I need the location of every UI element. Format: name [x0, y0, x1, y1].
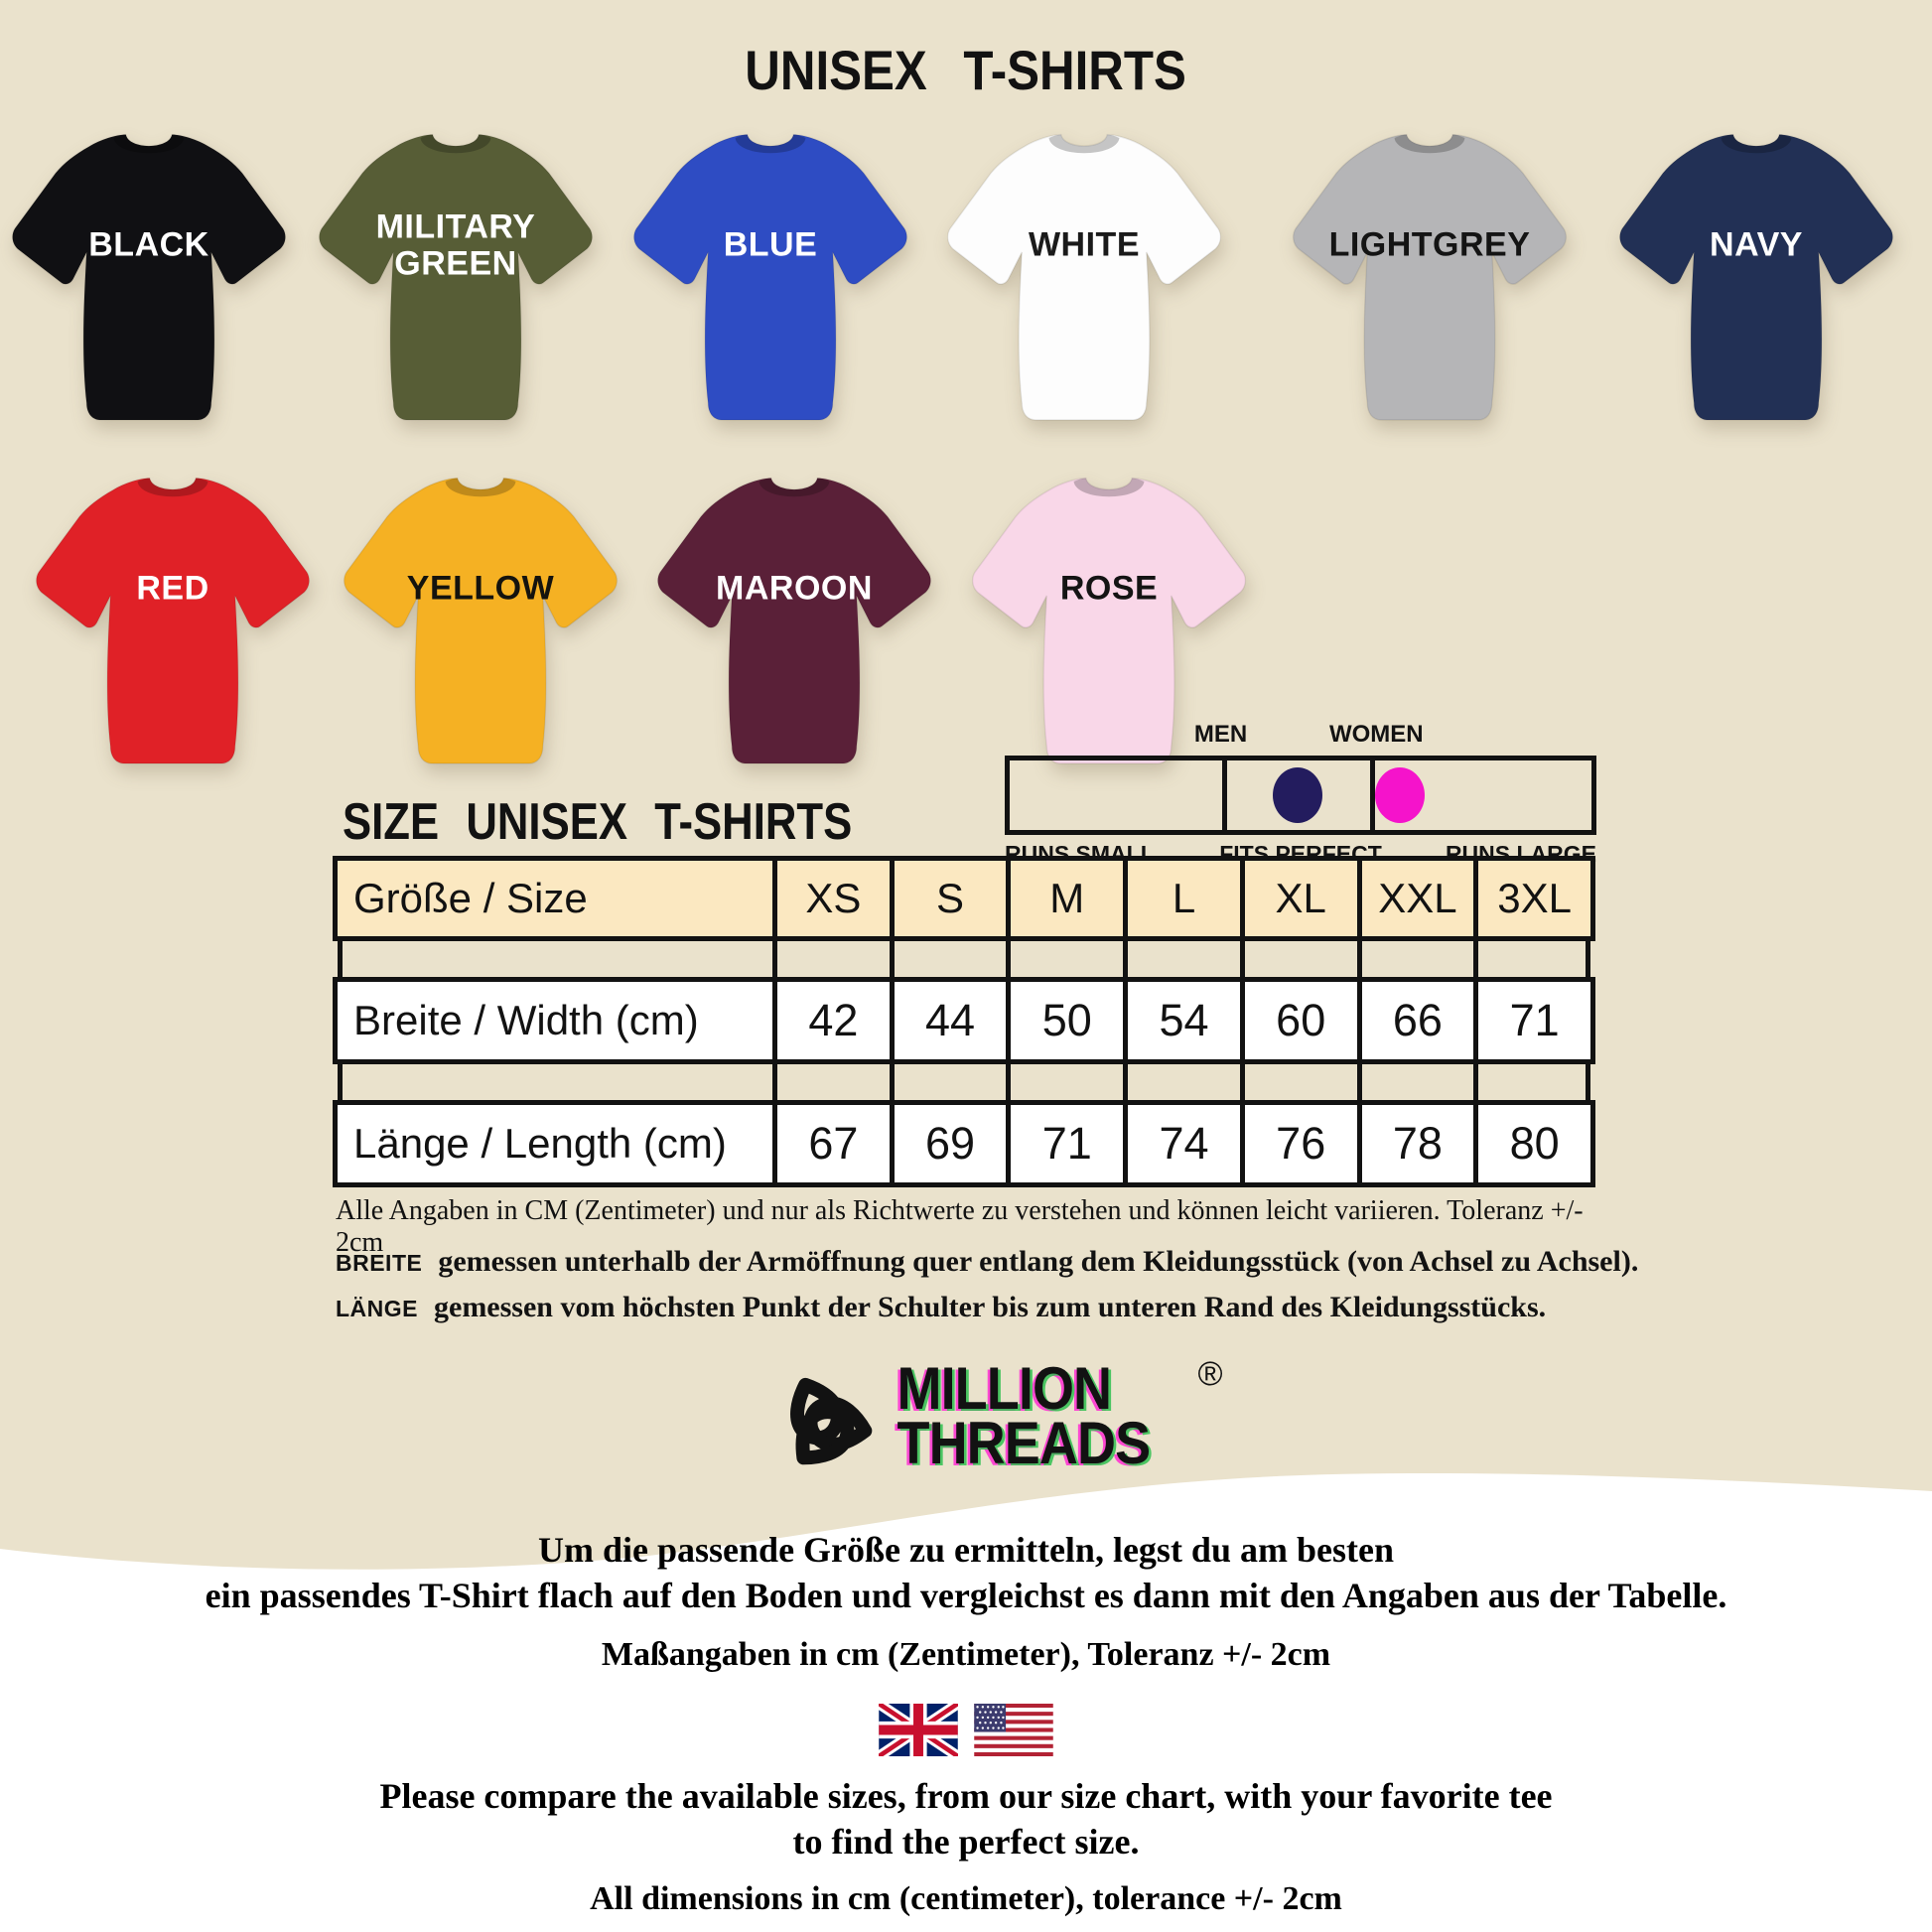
tshirt-icon — [343, 477, 619, 764]
length-row: Länge / Length (cm) 67 69 71 74 76 78 80 — [333, 1100, 1595, 1187]
tshirt-red: RED — [24, 455, 322, 790]
length-value: 76 — [1239, 1105, 1357, 1182]
tshirt-color-label: MILITARY GREEN — [375, 207, 536, 283]
length-row-label: Länge / Length (cm) — [353, 1120, 727, 1167]
width-value: 60 — [1239, 982, 1357, 1059]
width-value: 50 — [1006, 982, 1123, 1059]
size-table-header-row: Größe / Size XS S M L XL XXL 3XL — [333, 856, 1595, 941]
tshirt-icon — [656, 477, 932, 764]
width-measure-note: BREITE gemessen unterhalb der Armöffnung… — [336, 1245, 1638, 1279]
footer-de-line2: ein passendes T-Shirt flach auf den Bode… — [205, 1576, 1727, 1615]
length-value: 80 — [1473, 1105, 1590, 1182]
tshirt-color-label: MAROON — [716, 569, 873, 608]
page-title: UNISEX T-SHIRTS — [745, 39, 1187, 101]
footer-en-line2: to find the perfect size. — [792, 1822, 1140, 1862]
width-row: Breite / Width (cm) 42 44 50 54 60 66 71 — [333, 977, 1595, 1064]
length-value: 74 — [1123, 1105, 1240, 1182]
width-row-label: Breite / Width (cm) — [353, 997, 699, 1043]
fit-scale-bar — [1005, 756, 1596, 835]
tshirt-color-label: ROSE — [1059, 569, 1159, 608]
footer-en-line3: All dimensions in cm (centimeter), toler… — [590, 1880, 1342, 1917]
size-table: Größe / Size XS S M L XL XXL 3XL Breite … — [333, 856, 1595, 1187]
length-value: 71 — [1006, 1105, 1123, 1182]
width-value: 42 — [772, 982, 890, 1059]
tolerance-note: Alle Angaben in CM (Zentimeter) und nur … — [336, 1195, 1584, 1258]
length-value: 78 — [1356, 1105, 1474, 1182]
tshirt-blue: BLUE — [621, 111, 919, 447]
tshirt-icon — [11, 133, 287, 421]
men-dot — [1273, 767, 1323, 823]
width-value: 54 — [1123, 982, 1240, 1059]
women-label: WOMEN — [1328, 721, 1424, 748]
registered-trademark: ® — [1197, 1354, 1222, 1393]
length-measure-note: LÄNGE gemessen vom höchsten Punkt der Sc… — [336, 1291, 1546, 1324]
size-col-xs: XS — [772, 861, 890, 936]
laenge-text: gemessen vom höchsten Punkt der Schulter… — [434, 1291, 1547, 1323]
breite-text: gemessen unterhalb der Armöffnung quer e… — [438, 1245, 1639, 1278]
us-flag-icon — [974, 1704, 1053, 1756]
tshirt-color-label: NAVY — [1710, 225, 1803, 264]
uk-flag-icon — [879, 1704, 958, 1756]
footer-en-line1: Please compare the available sizes, from… — [379, 1776, 1553, 1816]
tshirt-white: WHITE — [935, 111, 1233, 447]
tshirt-maroon: MAROON — [645, 455, 943, 790]
breite-key: BREITE — [336, 1250, 423, 1276]
length-value: 67 — [772, 1105, 890, 1182]
brand-word-threads: THREADS — [897, 1410, 1151, 1476]
size-col-l: L — [1123, 861, 1240, 936]
tshirt-color-label: LIGHTGREY — [1328, 225, 1531, 264]
size-header-label: Größe / Size — [353, 875, 588, 921]
tshirt-icon — [35, 477, 311, 764]
tshirt-icon — [1292, 133, 1568, 421]
women-dot — [1374, 767, 1425, 823]
fit-scale-divider — [1370, 760, 1376, 830]
table-spacer-row — [333, 941, 1595, 977]
brand-wordmark: MILLION THREADS ® — [897, 1354, 1222, 1476]
tshirt-black: BLACK — [0, 111, 298, 447]
tshirt-navy: NAVY — [1607, 111, 1905, 447]
laenge-key: LÄNGE — [336, 1296, 418, 1321]
tshirt-rose: ROSE — [960, 455, 1258, 790]
size-col-xxl: XXL — [1356, 861, 1474, 936]
language-flags — [0, 1704, 1932, 1756]
size-col-xl: XL — [1239, 861, 1357, 936]
size-col-s: S — [889, 861, 1007, 936]
width-value: 44 — [889, 982, 1007, 1059]
brand-logo: MILLION THREADS ® — [754, 1346, 1223, 1485]
footer-de-line3: Maßangaben in cm (Zentimeter), Toleranz … — [601, 1636, 1331, 1673]
fit-indicator: MEN WOMEN RUNS SMALL FITS PERFECT RUNS L… — [1005, 721, 1596, 869]
tshirt-color-label: BLACK — [88, 225, 209, 264]
size-col-3xl: 3XL — [1473, 861, 1590, 936]
brand-word-million: MILLION — [897, 1354, 1112, 1422]
wave-divider — [0, 1459, 1932, 1570]
tshirt-icon — [946, 133, 1222, 421]
tshirt-color-label: RED — [136, 569, 209, 608]
tshirt-color-label: BLUE — [723, 225, 818, 264]
tshirt-yellow: YELLOW — [332, 455, 629, 790]
tshirt-color-label: WHITE — [1028, 225, 1141, 264]
size-chart-heading: SIZE UNISEX T-SHIRTS — [343, 793, 853, 851]
footer-de-line1: Um die passende Größe zu ermitteln, legs… — [538, 1530, 1394, 1570]
width-value: 66 — [1356, 982, 1474, 1059]
length-value: 69 — [889, 1105, 1007, 1182]
tshirt-lightgrey: LIGHTGREY — [1281, 111, 1579, 447]
tshirt-icon — [632, 133, 908, 421]
tshirt-icon — [318, 133, 594, 421]
tshirt-color-label: YELLOW — [406, 569, 555, 608]
width-value: 71 — [1473, 982, 1590, 1059]
fit-scale-divider — [1221, 760, 1227, 830]
tshirt-icon — [1618, 133, 1894, 421]
men-label: MEN — [1193, 721, 1248, 748]
tshirt-military-green: MILITARY GREEN — [307, 111, 605, 447]
million-threads-mark-icon — [790, 1377, 873, 1465]
table-spacer-row — [333, 1064, 1595, 1100]
size-col-m: M — [1006, 861, 1123, 936]
